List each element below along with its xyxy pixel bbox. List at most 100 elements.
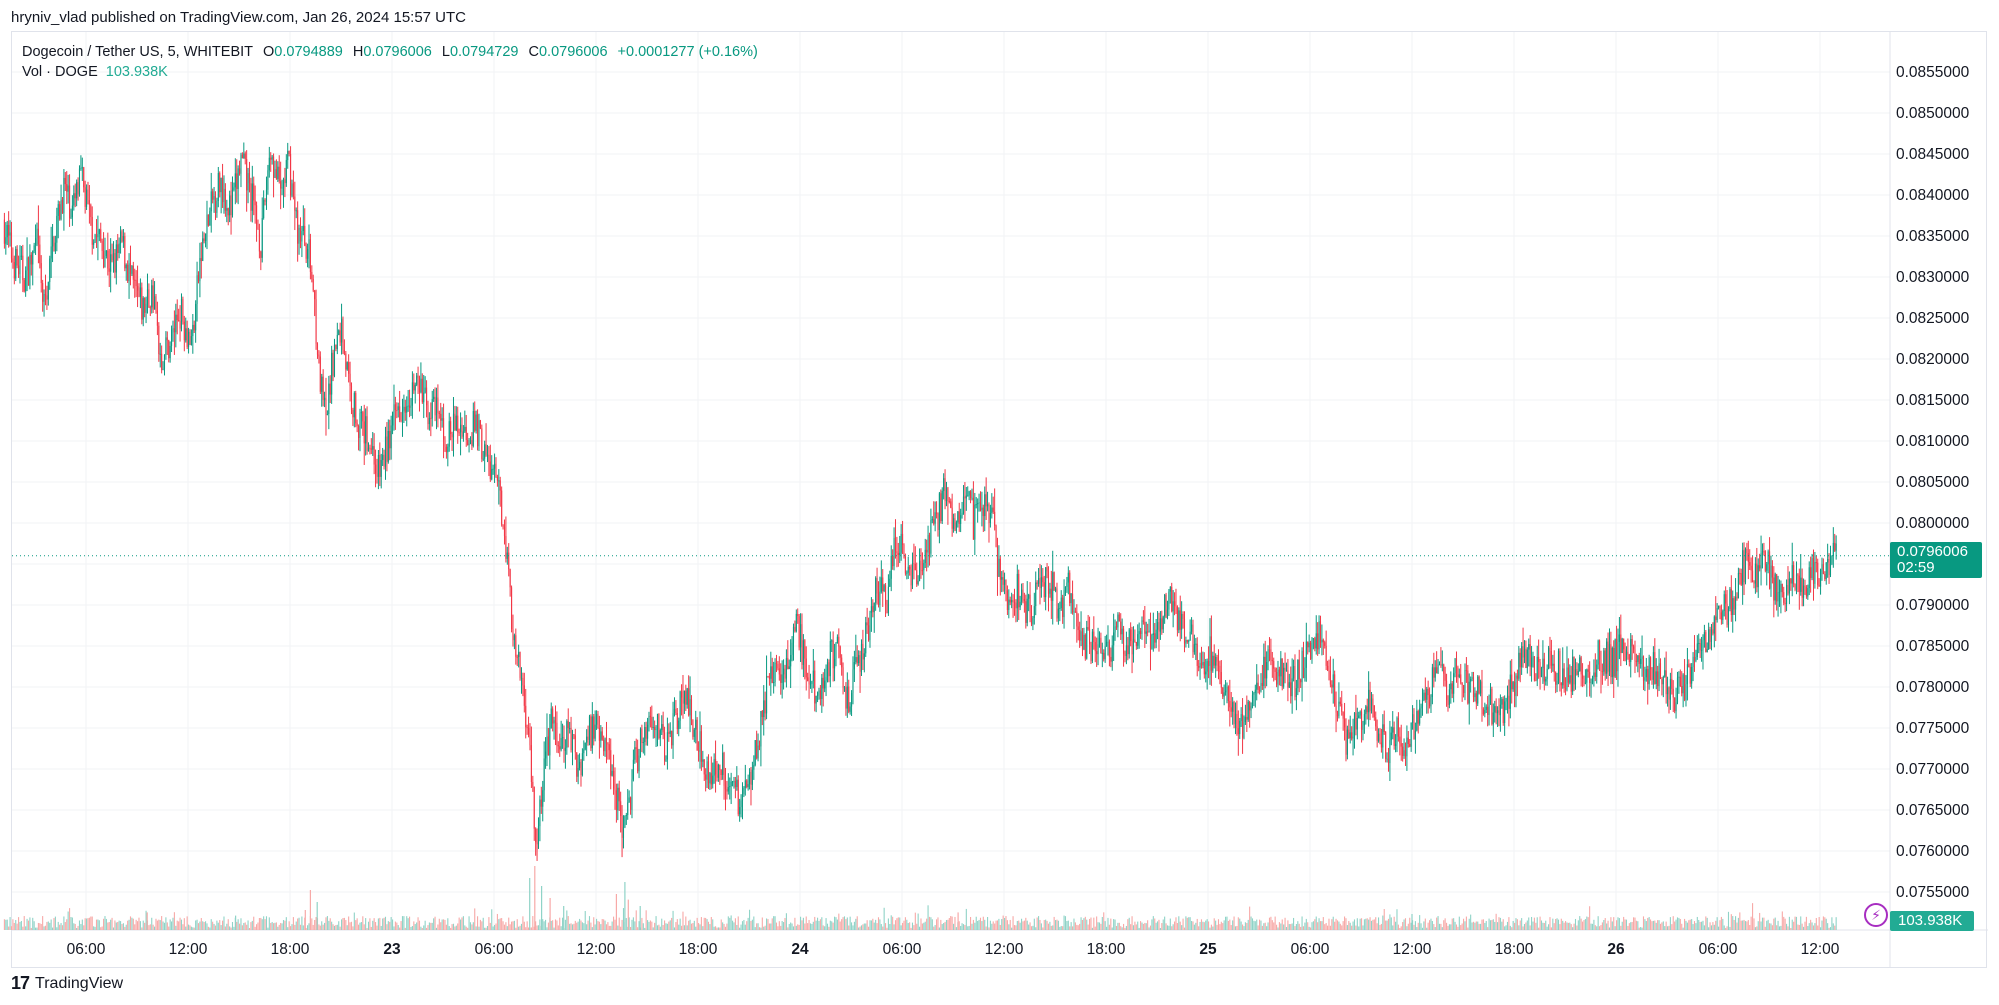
candle-body	[448, 421, 450, 447]
bolt-icon[interactable]: ⚡	[1864, 903, 1888, 927]
candle-body	[1743, 550, 1745, 583]
volume-bar	[1647, 917, 1649, 930]
volume-bar	[308, 923, 310, 930]
candle-body	[819, 690, 821, 699]
candle-body	[254, 200, 256, 206]
candle-body	[1144, 621, 1146, 634]
volume-bar	[1539, 916, 1541, 930]
volume-bar	[1338, 921, 1340, 930]
volume-bar	[1814, 923, 1816, 930]
candle-body	[435, 397, 438, 416]
volume-bar	[1776, 925, 1778, 930]
volume-bar	[1179, 921, 1181, 930]
volume-bar	[282, 920, 285, 930]
candle-body	[1074, 611, 1076, 613]
volume-bar	[729, 917, 731, 930]
candle-body	[1290, 682, 1292, 697]
volume-bar	[1311, 922, 1313, 930]
candle-body	[393, 404, 395, 413]
candle-body	[1804, 585, 1806, 587]
legend-symbol[interactable]: Dogecoin / Tether US, 5, WHITEBIT	[22, 44, 254, 60]
candle-body	[1719, 605, 1721, 613]
time-tick-label: 12:00	[985, 941, 1024, 958]
volume-bar	[298, 917, 300, 930]
volume-bar	[445, 924, 447, 930]
candle-body	[1339, 701, 1341, 704]
legend-volume-value: 103.938K	[105, 64, 168, 80]
volume-bar	[775, 922, 778, 930]
legend-volume-label[interactable]: Vol · DOGE	[22, 64, 98, 80]
candle-body	[206, 214, 208, 234]
candle-body	[1822, 564, 1824, 575]
candle-body	[1192, 624, 1194, 653]
candle-body	[536, 842, 538, 845]
legend-high-value: 0.0796006	[363, 44, 432, 60]
candle-body	[363, 421, 365, 444]
volume-bar	[971, 923, 973, 930]
candle-body	[831, 640, 833, 642]
volume-bar	[1481, 919, 1483, 930]
volume-bar	[168, 926, 170, 930]
candle-body	[627, 802, 629, 816]
candle-body	[838, 636, 840, 647]
candle-body	[1726, 603, 1728, 625]
candle-body	[1257, 682, 1259, 691]
candle-body	[434, 396, 436, 416]
candle-body	[1681, 685, 1683, 694]
candle-body	[287, 150, 289, 161]
volume-bar	[457, 923, 459, 930]
volume-bar	[1168, 925, 1170, 930]
candle-body	[705, 774, 707, 780]
volume-bar	[1824, 917, 1826, 930]
volume-bar	[1661, 922, 1663, 930]
volume-bar	[1267, 922, 1269, 930]
candle-body	[859, 655, 861, 672]
volume-bar	[341, 919, 343, 930]
candle-body	[205, 233, 207, 241]
candle-body	[1379, 733, 1381, 743]
candle-body	[809, 683, 812, 685]
volume-bar	[1208, 921, 1210, 930]
candle-body	[1573, 656, 1575, 685]
volume-bar	[236, 921, 238, 930]
candle-body	[522, 677, 524, 686]
candle-body	[1801, 577, 1803, 598]
candle-body	[1434, 667, 1436, 678]
candle-body	[400, 420, 402, 422]
candle-body	[1521, 646, 1523, 668]
candle-body	[373, 446, 375, 465]
volume-bar	[1625, 919, 1628, 930]
volume-bar	[1012, 916, 1014, 930]
volume-bar	[299, 924, 302, 930]
volume-bar	[1018, 920, 1020, 930]
volume-bar	[18, 917, 20, 930]
chart-frame[interactable]	[11, 31, 1987, 968]
volume-bar	[1638, 927, 1640, 930]
candle-body	[981, 507, 983, 511]
volume-bar	[86, 918, 88, 930]
volume-bar	[654, 922, 656, 930]
tradingview-logo[interactable]: 17 TradingView	[11, 973, 123, 994]
candle-body	[1623, 638, 1625, 650]
volume-bar	[1039, 919, 1041, 930]
candle-body	[822, 677, 824, 689]
volume-bar	[807, 923, 809, 930]
volume-bar	[1686, 922, 1688, 930]
candle-body	[253, 183, 255, 201]
candle-body	[1800, 577, 1802, 592]
candle-body	[979, 502, 982, 511]
volume-bar	[1424, 918, 1426, 930]
volume-bar	[535, 921, 537, 930]
candle-body	[1790, 578, 1792, 584]
volume-bar	[1335, 918, 1337, 930]
volume-bar	[129, 916, 132, 930]
candle-body	[1365, 706, 1367, 715]
candle-body	[951, 507, 953, 529]
candle-body	[870, 606, 872, 613]
volume-bar	[1747, 920, 1749, 930]
volume-bar	[15, 920, 17, 930]
candle-body	[3, 219, 5, 244]
candle-body	[277, 166, 279, 179]
volume-bar	[828, 926, 830, 930]
